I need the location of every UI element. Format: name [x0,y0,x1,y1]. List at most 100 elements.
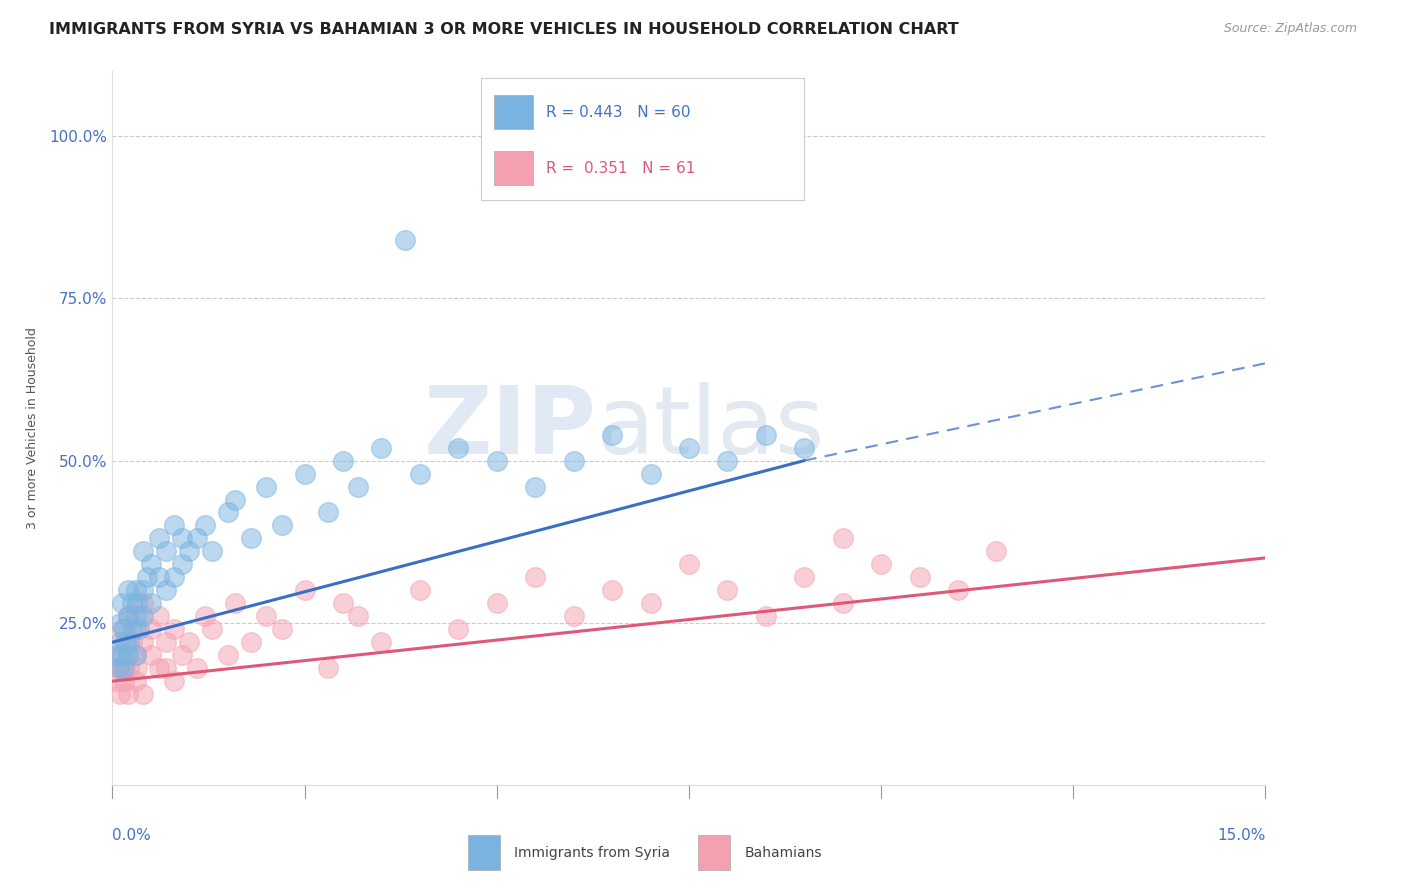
Point [117,648,139,663]
Point [170,532,193,546]
Point [562,453,585,467]
Point [186,532,208,546]
Point [179,635,201,649]
Point [108,615,131,630]
Point [128,609,150,624]
Point [224,492,246,507]
Point [600,427,623,442]
Point [112,622,135,636]
Point [155,583,177,598]
Point [124,609,146,624]
Point [117,583,139,598]
Point [148,532,170,546]
Point [562,609,585,624]
Point [294,467,316,481]
Point [112,635,135,649]
Text: 15.0%: 15.0% [1218,828,1265,843]
Point [105,674,128,689]
Point [270,518,292,533]
Point [716,453,738,467]
Point [347,609,370,624]
Point [332,453,354,467]
Point [678,441,700,455]
Point [347,479,370,493]
Point [163,674,186,689]
Point [118,635,141,649]
Point [294,583,316,598]
Point [124,622,146,636]
Point [125,661,148,675]
Point [194,609,217,624]
Point [946,583,969,598]
Point [870,558,893,572]
Text: Source: ZipAtlas.com: Source: ZipAtlas.com [1223,22,1357,36]
Point [485,596,508,610]
Text: IMMIGRANTS FROM SYRIA VS BAHAMIAN 3 OR MORE VEHICLES IN HOUSEHOLD CORRELATION CH: IMMIGRANTS FROM SYRIA VS BAHAMIAN 3 OR M… [49,22,959,37]
Point [678,558,700,572]
Point [118,661,141,675]
Point [224,596,246,610]
Point [132,583,155,598]
Point [179,544,201,558]
Point [163,570,186,584]
Point [132,609,155,624]
Point [124,648,146,663]
Point [128,622,150,636]
Point [107,661,129,675]
Point [201,544,224,558]
Point [186,661,208,675]
Point [125,596,148,610]
Point [716,583,738,598]
Point [132,635,155,649]
Point [111,596,134,610]
Point [394,233,416,247]
Point [132,687,155,701]
Point [117,609,139,624]
Point [111,622,134,636]
Point [124,583,146,598]
Point [447,441,470,455]
Text: 0.0%: 0.0% [112,828,152,843]
Point [239,635,262,649]
Point [111,661,134,675]
Point [148,661,170,675]
Point [132,544,155,558]
Point [117,609,139,624]
Point [908,570,931,584]
Point [155,635,177,649]
Point [124,674,146,689]
Point [121,622,143,636]
Point [409,583,432,598]
Point [121,635,143,649]
Point [139,558,162,572]
Point [121,596,143,610]
Point [108,648,131,663]
Text: atlas: atlas [596,382,825,475]
Point [132,596,155,610]
Point [170,558,193,572]
Point [332,596,354,610]
Point [239,532,262,546]
Point [640,596,662,610]
Point [316,506,339,520]
Point [163,622,186,636]
Point [640,467,662,481]
Point [831,532,853,546]
Point [139,596,162,610]
Point [136,570,159,584]
Point [117,648,139,663]
Text: ZIP: ZIP [423,382,596,475]
Point [124,648,146,663]
Point [316,661,339,675]
Point [217,648,239,663]
Point [270,622,292,636]
Point [370,635,392,649]
Point [148,570,170,584]
Point [755,427,778,442]
Point [111,648,134,663]
Point [194,518,217,533]
Point [217,506,239,520]
Point [108,687,131,701]
Point [117,687,139,701]
Point [139,648,162,663]
